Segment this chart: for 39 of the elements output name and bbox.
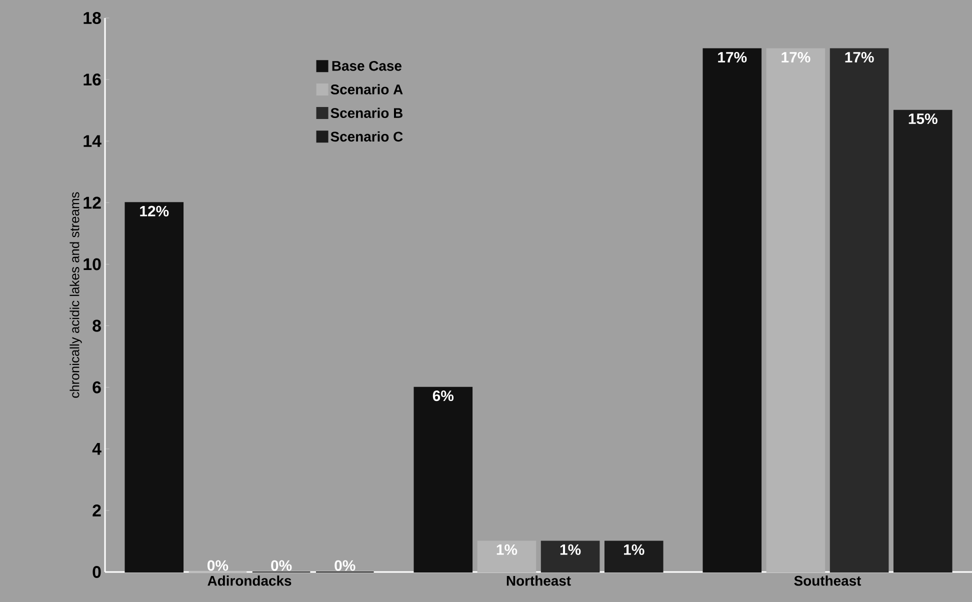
data-label: 17% (845, 52, 874, 62)
y-tick-label: 8 (92, 320, 101, 332)
data-label: 6% (432, 390, 454, 402)
bar (830, 48, 889, 572)
y-tick-label: 10 (84, 258, 101, 270)
data-label: 1% (496, 544, 518, 555)
data-label: 17% (718, 52, 747, 62)
y-tick-label: 12 (84, 196, 101, 209)
data-label: 0% (208, 560, 228, 571)
data-label: 0% (334, 560, 356, 571)
bar (477, 540, 536, 572)
data-label: 15% (908, 114, 938, 124)
y-tick-label: 6 (92, 381, 101, 394)
data-label: 1% (624, 544, 644, 555)
bar (702, 48, 762, 572)
legend-label: Base Case (332, 60, 402, 71)
y-axis-title: chronically acidic lakes and streams (70, 192, 82, 398)
x-tick-label: Southeast (794, 576, 862, 586)
y-tick-label: 16 (84, 74, 101, 86)
bar (540, 540, 600, 572)
y-tick-label: 0 (92, 566, 101, 578)
data-label: 17% (782, 52, 810, 62)
y-tick-label: 4 (92, 443, 102, 455)
bar (766, 48, 826, 572)
legend-label: Scenario A (330, 84, 403, 94)
y-tick-label: 14 (84, 135, 102, 147)
y-tick-label: 18 (84, 12, 101, 24)
bar (124, 202, 184, 572)
legend-label: Scenario C (330, 131, 403, 142)
data-label: 12% (140, 206, 169, 216)
bar (893, 110, 952, 572)
legend-label: Scenario B (330, 108, 402, 118)
x-tick-label: Northeast (506, 576, 571, 586)
bar (414, 386, 473, 572)
data-label: 0% (271, 560, 292, 571)
bar (604, 540, 664, 572)
y-tick-label: 2 (92, 504, 101, 516)
x-tick-label: Adirondacks (208, 576, 292, 586)
data-label: 1% (560, 544, 581, 555)
